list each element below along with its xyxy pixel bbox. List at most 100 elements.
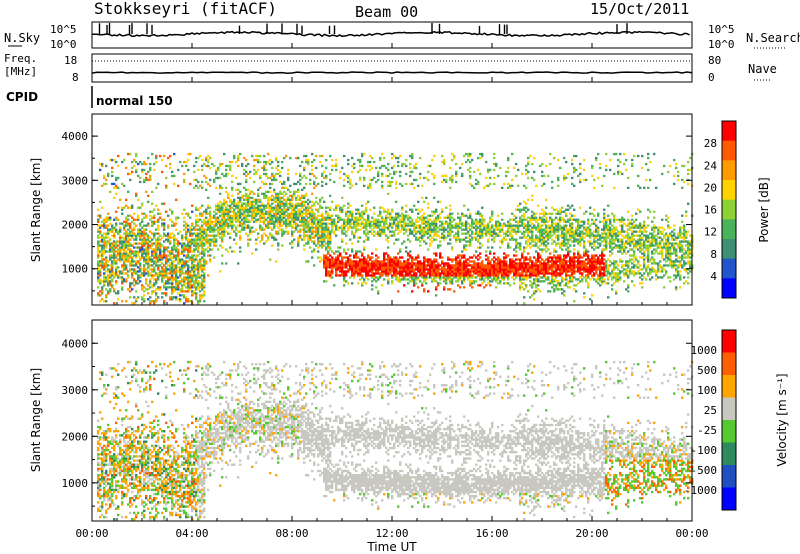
power-cell	[433, 252, 436, 255]
power-cell	[207, 228, 210, 231]
power-cell	[359, 262, 362, 265]
power-cell	[339, 206, 342, 209]
power-cell	[197, 300, 200, 303]
power-cell	[329, 230, 332, 233]
power-cell	[373, 212, 376, 215]
power-cell	[331, 228, 334, 231]
power-cell	[393, 272, 396, 275]
power-cell	[155, 252, 158, 255]
power-cell	[183, 280, 186, 283]
power-cell	[201, 214, 204, 217]
power-cell	[167, 224, 170, 227]
power-cell	[141, 212, 144, 215]
power-cell	[477, 180, 480, 184]
power-cell	[305, 182, 308, 186]
power-cell	[413, 234, 416, 237]
power-cell	[119, 226, 122, 229]
power-cell	[407, 222, 410, 225]
power-cell	[197, 242, 200, 245]
power-cell	[231, 220, 234, 223]
power-cell	[425, 260, 428, 263]
power-cell	[343, 262, 346, 265]
power-cell	[111, 242, 114, 245]
power-cell	[121, 276, 124, 279]
power-cell	[259, 160, 262, 164]
power-cell	[401, 214, 404, 217]
power-cell	[479, 152, 482, 156]
power-cell	[363, 268, 366, 271]
power-cell	[327, 274, 330, 277]
power-cell	[363, 240, 366, 243]
power-cell	[457, 236, 460, 239]
power-cell	[187, 228, 190, 231]
power-cell	[119, 258, 122, 261]
power-cell	[487, 274, 490, 277]
power-cell	[127, 236, 130, 239]
power-cell	[319, 256, 322, 259]
power-cell	[159, 242, 162, 245]
power-cell	[307, 224, 310, 227]
power-cell	[321, 236, 324, 239]
power-cell	[229, 218, 232, 221]
power-cell	[455, 256, 458, 259]
power-cell	[99, 214, 102, 217]
power-cell	[231, 216, 234, 219]
power-cell	[249, 220, 252, 223]
power-cell	[439, 274, 442, 277]
power-cell	[219, 176, 222, 180]
power-cell	[205, 210, 208, 213]
power-cell	[145, 224, 148, 227]
power-cell	[199, 286, 202, 289]
power-cell	[159, 258, 162, 261]
power-cell	[421, 226, 424, 229]
power-cell	[99, 240, 102, 243]
power-cell	[167, 276, 170, 279]
power-cell	[473, 282, 476, 285]
power-cell	[169, 236, 172, 239]
power-cell	[105, 242, 108, 245]
power-cell	[139, 268, 142, 271]
power-cell	[167, 280, 170, 283]
power-cell	[379, 166, 382, 170]
power-cell	[217, 210, 220, 213]
power-cell	[217, 202, 220, 205]
power-cell	[441, 180, 444, 184]
power-cell	[323, 262, 326, 265]
power-cell	[103, 248, 106, 251]
power-cell	[495, 224, 498, 227]
power-cell	[469, 284, 472, 287]
power-cell	[165, 280, 168, 283]
power-cell	[333, 230, 336, 233]
power-cell	[323, 226, 326, 229]
power-cell	[275, 204, 278, 207]
power-cell	[171, 292, 174, 295]
power-cell	[507, 186, 510, 189]
power-cell	[249, 206, 252, 209]
power-cell	[161, 236, 164, 239]
power-cell	[203, 258, 206, 261]
power-cell	[463, 268, 466, 271]
power-cell	[137, 230, 140, 233]
power-cell	[411, 218, 414, 221]
power-cell	[151, 216, 154, 219]
power-cell	[133, 280, 136, 283]
power-cell	[185, 236, 188, 239]
power-cell	[385, 216, 388, 219]
power-cell	[499, 230, 502, 233]
power-cell	[421, 222, 424, 225]
power-cell	[193, 280, 196, 283]
power-cell	[383, 226, 386, 229]
power-cell	[191, 256, 194, 259]
power-cell	[419, 264, 422, 267]
power-cell	[183, 294, 186, 297]
power-cell	[255, 170, 258, 174]
power-cell	[221, 204, 224, 207]
power-cell	[377, 290, 380, 293]
power-cell	[105, 226, 108, 229]
power-cell	[459, 240, 462, 243]
power-cell	[101, 238, 104, 241]
power-cell	[171, 256, 174, 259]
power-cell	[401, 212, 404, 215]
power-cell	[395, 156, 398, 160]
power-cell	[451, 174, 454, 178]
